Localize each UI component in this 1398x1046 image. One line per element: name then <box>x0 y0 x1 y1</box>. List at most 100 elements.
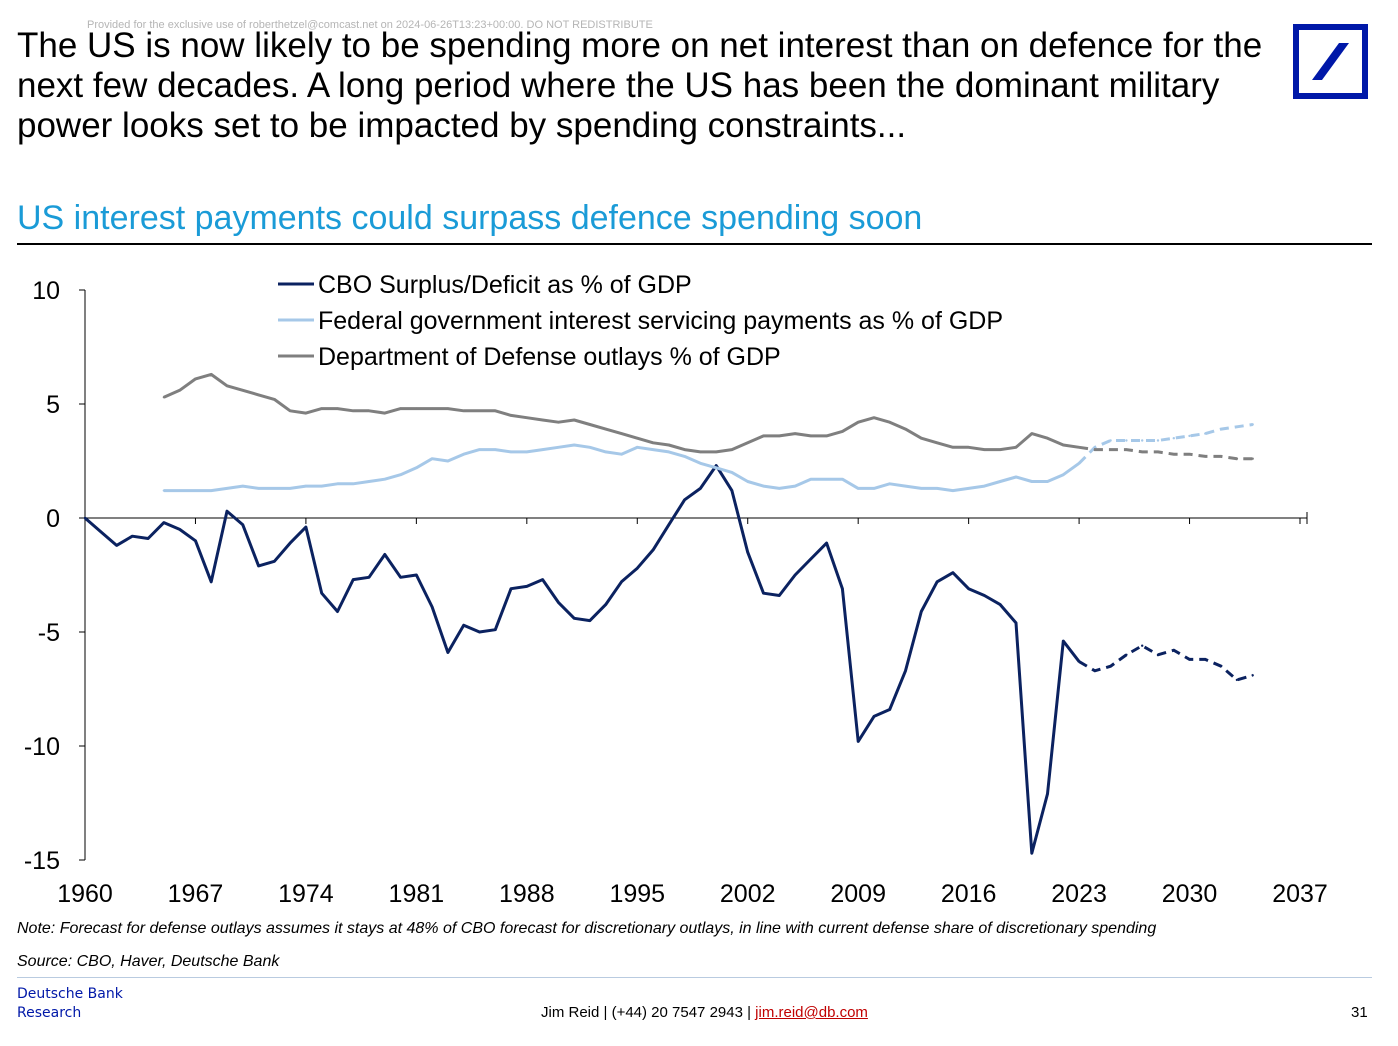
data-point-3 <box>762 434 765 438</box>
footer-brand-line1: Deutsche Bank <box>17 986 123 1002</box>
data-point-1 <box>620 580 623 583</box>
data-point-2 <box>383 478 386 481</box>
data-point-2 <box>872 487 876 490</box>
data-point-1 <box>273 560 276 563</box>
data-point-3 <box>588 423 592 426</box>
x-tick-label: 1960 <box>57 880 113 908</box>
data-point-2 <box>241 484 244 488</box>
data-point-1 <box>604 603 607 606</box>
data-point-2 <box>730 471 734 474</box>
data-point-3 <box>415 407 418 410</box>
data-point-1 <box>162 521 166 524</box>
data-point-2 <box>746 480 749 483</box>
data-point-2 <box>430 457 434 460</box>
legend-label-1: CBO Surplus/Deficit as % of GDP <box>318 271 692 299</box>
data-point-2 <box>194 489 197 492</box>
data-point-1 <box>541 578 544 581</box>
data-point-3 <box>1077 446 1081 449</box>
data-point-1 <box>304 525 308 529</box>
y-tick-label: 10 <box>32 277 60 305</box>
y-tick-label: -10 <box>24 733 60 761</box>
footer-contact-text: Jim Reid | (+44) 20 7547 2943 | <box>541 1004 756 1021</box>
data-point-1 <box>778 594 781 597</box>
data-point-2 <box>588 446 592 449</box>
data-point-1 <box>636 567 639 570</box>
data-point-2 <box>715 466 718 469</box>
series-line-3 <box>163 372 1080 454</box>
data-point-3 <box>1235 457 1239 460</box>
data-point-2 <box>304 484 308 488</box>
data-point-2 <box>1219 427 1223 431</box>
data-point-1 <box>967 587 970 590</box>
data-point-1 <box>809 557 812 561</box>
data-point-1 <box>1093 669 1097 672</box>
footer-brand-line2: Research <box>17 1005 82 1021</box>
data-point-3 <box>162 396 166 399</box>
data-point-1 <box>1125 653 1128 656</box>
data-point-1 <box>383 553 386 556</box>
data-point-1 <box>478 630 481 634</box>
data-point-2 <box>1156 439 1160 442</box>
data-point-2 <box>1093 446 1097 449</box>
y-tick-label: 5 <box>46 391 60 419</box>
data-point-2 <box>178 489 181 492</box>
data-point-2 <box>1077 462 1081 465</box>
x-tick-label: 2016 <box>941 880 997 908</box>
data-point-2 <box>210 489 213 492</box>
data-point-2 <box>257 487 260 490</box>
data-point-1 <box>146 537 150 540</box>
data-point-2 <box>225 487 229 490</box>
data-point-3 <box>888 421 891 424</box>
data-point-3 <box>430 407 434 410</box>
data-point-2 <box>1235 425 1239 428</box>
data-point-2 <box>415 466 418 469</box>
data-point-2 <box>557 446 560 449</box>
data-point-3 <box>935 441 939 444</box>
data-point-1 <box>225 510 229 513</box>
data-point-1 <box>951 571 955 574</box>
data-point-3 <box>1204 455 1207 458</box>
line-chart: 10 5 0 -5 -10 -15 1960 1967 1974 1981 1988 1995 2002… <box>24 271 1328 908</box>
data-point-1 <box>178 528 181 531</box>
data-point-1 <box>446 651 450 654</box>
data-point-1 <box>825 541 828 545</box>
y-tick-label: 0 <box>46 505 60 533</box>
data-point-3 <box>999 448 1002 451</box>
footer-email-link[interactable]: jim.reid@db.com <box>755 1004 868 1021</box>
x-tick-label: 2023 <box>1051 880 1107 908</box>
data-point-2 <box>399 473 402 476</box>
data-point-1 <box>1109 665 1112 668</box>
data-point-1 <box>99 530 103 533</box>
data-point-1 <box>320 592 323 595</box>
data-point-2 <box>636 446 639 449</box>
data-point-3 <box>178 389 181 392</box>
x-tick-label: 2009 <box>830 880 886 908</box>
data-point-2 <box>1014 475 1018 479</box>
data-point-2 <box>1204 432 1207 435</box>
data-point-1 <box>888 708 891 711</box>
data-point-1 <box>999 603 1002 606</box>
data-point-2 <box>857 487 860 490</box>
data-point-1 <box>1156 653 1160 656</box>
data-point-3 <box>352 409 355 412</box>
footer-contact: Jim Reid | (+44) 20 7547 2943 | jim.reid… <box>541 1004 868 1021</box>
data-point-3 <box>557 421 560 424</box>
data-point-3 <box>509 414 513 417</box>
title-divider <box>17 243 1372 245</box>
data-point-3 <box>225 384 229 387</box>
data-point-2 <box>478 448 481 451</box>
data-point-3 <box>1046 437 1049 440</box>
data-point-1 <box>920 610 923 613</box>
data-point-2 <box>320 484 323 488</box>
data-point-1 <box>430 605 434 609</box>
data-point-3 <box>525 416 528 419</box>
data-point-2 <box>1109 439 1112 442</box>
chart-subtitle: US interest payments could surpass defen… <box>17 199 923 237</box>
data-point-3 <box>336 407 339 410</box>
data-point-3 <box>399 407 402 410</box>
data-point-2 <box>809 478 812 481</box>
data-point-3 <box>446 407 450 410</box>
data-point-2 <box>888 482 891 485</box>
data-point-1 <box>588 619 592 622</box>
data-point-3 <box>872 416 876 419</box>
